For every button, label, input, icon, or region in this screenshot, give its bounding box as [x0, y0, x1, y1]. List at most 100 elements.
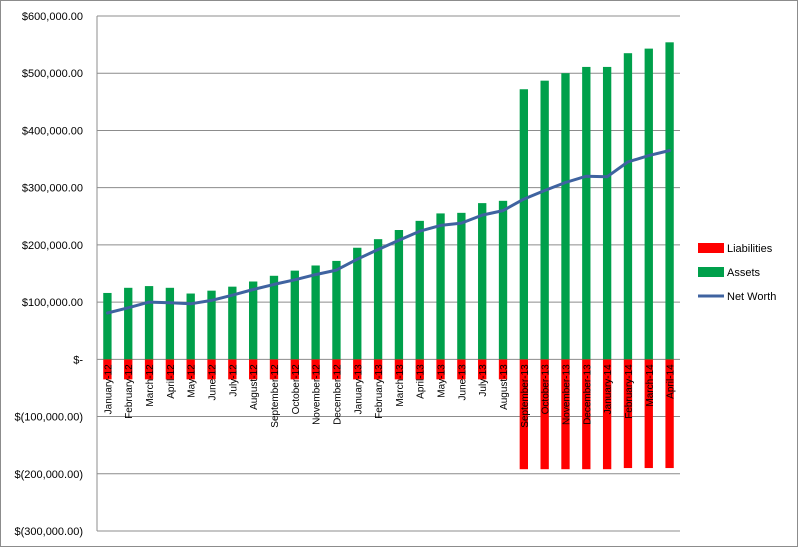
x-tick-label: February-12 [124, 364, 135, 419]
x-tick-label: July-13 [478, 364, 489, 397]
x-tick-label: August-13 [499, 364, 510, 410]
x-tick-label: August-12 [249, 364, 260, 410]
liabilities-bar [373, 359, 383, 380]
liabilities-bar [561, 359, 570, 470]
liabilities-bar [394, 359, 404, 380]
assets-bar [457, 212, 466, 360]
x-tick-label: February-13 [374, 364, 385, 419]
x-tick-label: June-13 [457, 364, 468, 401]
liabilities-bar [290, 359, 299, 380]
x-tick-label: December-13 [582, 364, 593, 425]
x-tick-label: January-13 [353, 364, 364, 414]
assets-bar [144, 286, 154, 360]
liabilities-bar [519, 359, 529, 470]
x-tick-label: April-12 [166, 364, 177, 399]
assets-bar [665, 42, 674, 360]
liabilities-bar [186, 359, 195, 380]
x-tick-label: September-13 [520, 364, 531, 428]
assets-bar [228, 286, 237, 360]
assets-bar [373, 239, 383, 360]
liabilities-bar [644, 359, 653, 469]
gridlines [96, 15, 680, 532]
liabilities-bar [478, 359, 487, 380]
assets-bar [103, 292, 112, 360]
x-tick-label: June-12 [208, 364, 219, 401]
assets-bar [623, 53, 633, 360]
liabilities-bar [207, 359, 216, 380]
x-tick-label: January-14 [603, 364, 614, 414]
x-tick-label: March-14 [645, 364, 656, 407]
assets-bar [332, 260, 341, 360]
x-tick-label: November-12 [312, 364, 323, 425]
x-tick-label: May-13 [437, 364, 448, 398]
liabilities-bar [665, 359, 674, 469]
assets-bar [498, 200, 508, 360]
liabilities-bar [436, 359, 445, 380]
x-tick-label: December-12 [332, 364, 343, 425]
legend-swatch-assets [698, 267, 724, 277]
legend-label-liabilities: Liabilities [727, 243, 773, 255]
x-tick-label: July-12 [228, 364, 239, 397]
liabilities-bar [415, 359, 424, 380]
liabilities-bar [269, 359, 279, 380]
assets-bar [540, 80, 549, 360]
x-tick-label: September-12 [270, 364, 281, 428]
x-tick-label: March-12 [145, 364, 156, 407]
assets-bar [269, 275, 279, 360]
x-tick-label: February-14 [624, 364, 635, 419]
liabilities-bar [311, 359, 320, 380]
bars [103, 42, 674, 470]
y-tick-label: $(100,000.00) [15, 412, 84, 424]
assets-bar [311, 265, 320, 360]
y-tick-label: $200,000.00 [22, 240, 83, 252]
x-tick-label: May-12 [187, 364, 198, 398]
y-tick-label: $500,000.00 [22, 68, 83, 80]
liabilities-bar [540, 359, 549, 470]
assets-bar [186, 293, 195, 360]
y-axis-tick-labels: $600,000.00 $500,000.00 $400,000.00 $300,00… [15, 11, 84, 538]
x-tick-label: March-13 [395, 364, 406, 407]
liabilities-bar [144, 359, 154, 380]
y-tick-label: $600,000.00 [22, 11, 83, 23]
net-worth-line-path [105, 149, 672, 315]
assets-bar [415, 220, 424, 360]
assets-bar [290, 270, 299, 360]
x-tick-label: November-13 [561, 364, 572, 425]
assets-bar [394, 230, 404, 360]
legend-swatch-liabilities [698, 243, 724, 253]
y-tick-label: $(300,000.00) [15, 526, 84, 538]
assets-bar [436, 213, 445, 360]
liabilities-bar [498, 359, 508, 380]
assets-bar [644, 48, 653, 360]
liabilities-bar [248, 359, 258, 380]
legend-label-net-worth: Net Worth [727, 291, 776, 303]
liabilities-bar [124, 359, 133, 380]
liabilities-bar [165, 359, 175, 380]
x-tick-label: October-13 [541, 364, 552, 414]
y-tick-label: $300,000.00 [22, 183, 83, 195]
assets-bar [582, 66, 591, 360]
assets-bar [602, 66, 612, 360]
x-tick-label: January-12 [103, 364, 114, 414]
assets-bar [165, 287, 175, 360]
y-tick-label: $(200,000.00) [15, 469, 84, 481]
liabilities-bar [332, 359, 341, 380]
x-axis-tick-labels: January-12 February-12 March-12 April-12 May… [103, 364, 676, 428]
assets-bar [561, 73, 570, 360]
x-tick-label: October-12 [291, 364, 302, 414]
net-worth-line [105, 149, 672, 315]
liabilities-bar [623, 359, 633, 469]
liabilities-bar [602, 359, 612, 470]
liabilities-bar [103, 359, 112, 380]
assets-bar [248, 281, 258, 360]
assets-bar [478, 203, 487, 360]
assets-bar [207, 290, 216, 360]
liabilities-bar [582, 359, 591, 470]
liabilities-bar [353, 359, 362, 380]
x-tick-label: April-14 [666, 364, 677, 399]
liabilities-bar [228, 359, 237, 380]
liabilities-bar [457, 359, 466, 380]
x-tick-label: April-13 [416, 364, 427, 399]
assets-bar [124, 287, 133, 360]
assets-bar [519, 89, 529, 360]
